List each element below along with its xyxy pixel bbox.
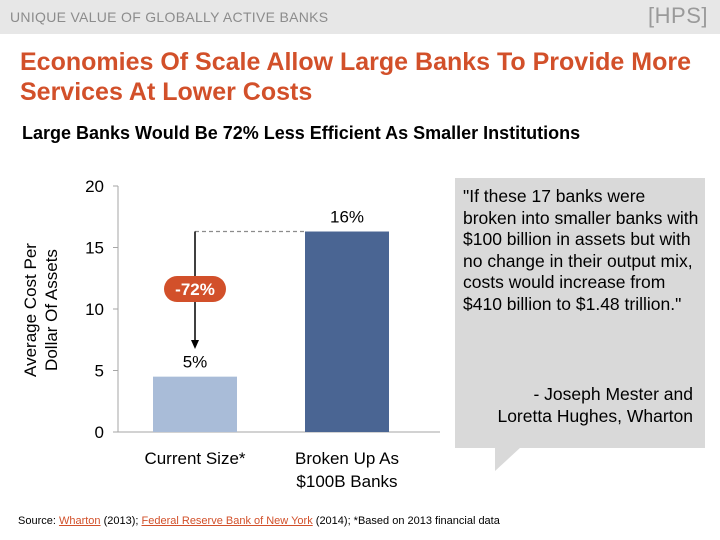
y-tick-label: 20 [85, 177, 104, 196]
chart-subtitle: Large Banks Would Be 72% Less Efficient … [22, 123, 581, 143]
bar [153, 376, 237, 432]
section-label: UNIQUE VALUE OF GLOBALLY ACTIVE BANKS [10, 9, 329, 25]
source-link-wharton[interactable]: Wharton [58, 515, 101, 527]
bar-data-label: 16% [330, 208, 364, 227]
x-category-label-line: Broken Up As [295, 449, 399, 468]
source-prefix: Source: [18, 515, 59, 527]
y-axis-label-line: Average Cost Per [21, 243, 40, 377]
source-suffix: (2014); *Based on 2013 financial data [312, 515, 500, 527]
y-tick-label: 0 [95, 423, 104, 442]
attribution-line-2: Loretta Hughes, Wharton [497, 406, 693, 426]
change-badge-label: -72% [175, 280, 215, 299]
x-category-label-line: $100B Banks [296, 472, 397, 491]
slide-title: Economies Of Scale Allow Large Banks To … [20, 48, 692, 106]
change-badge [164, 276, 226, 302]
y-tick-label: 15 [85, 239, 104, 258]
x-category-label: Broken Up As $100B Banks [295, 449, 399, 491]
y-axis-label: Average Cost Per Dollar Of Assets [21, 243, 61, 377]
header-bar: UNIQUE VALUE OF GLOBALLY ACTIVE BANKS [H… [0, 0, 720, 34]
source-link-fed[interactable]: Federal Reserve Bank of New York [141, 515, 313, 527]
y-axis-label-line: Dollar Of Assets [42, 249, 61, 371]
quote-attribution: - Joseph Mester and Loretta Hughes, Whar… [463, 383, 693, 427]
quote-callout-tail [495, 447, 521, 471]
y-tick-label: 5 [95, 362, 104, 381]
arrow-head [191, 340, 199, 349]
quote-box [455, 178, 705, 448]
attribution-line-1: - Joseph Mester and [533, 384, 693, 404]
quote-text: "If these 17 banks were broken into smal… [463, 186, 699, 314]
hps-logo: [HPS] [648, 3, 708, 28]
source-mid: (2013); [100, 515, 142, 527]
y-tick-label: 10 [85, 300, 104, 319]
bar-data-label: 5% [183, 353, 208, 372]
bar-chart: 0 5 10 15 20 Average Cost Per Dollar Of Assets… [21, 177, 440, 491]
x-category-label-line: Current Size* [144, 449, 245, 468]
bar [305, 231, 389, 432]
source-note: Source: Wharton (2013); Federal Reserve … [18, 515, 500, 527]
x-category-label: Current Size* [144, 449, 245, 468]
